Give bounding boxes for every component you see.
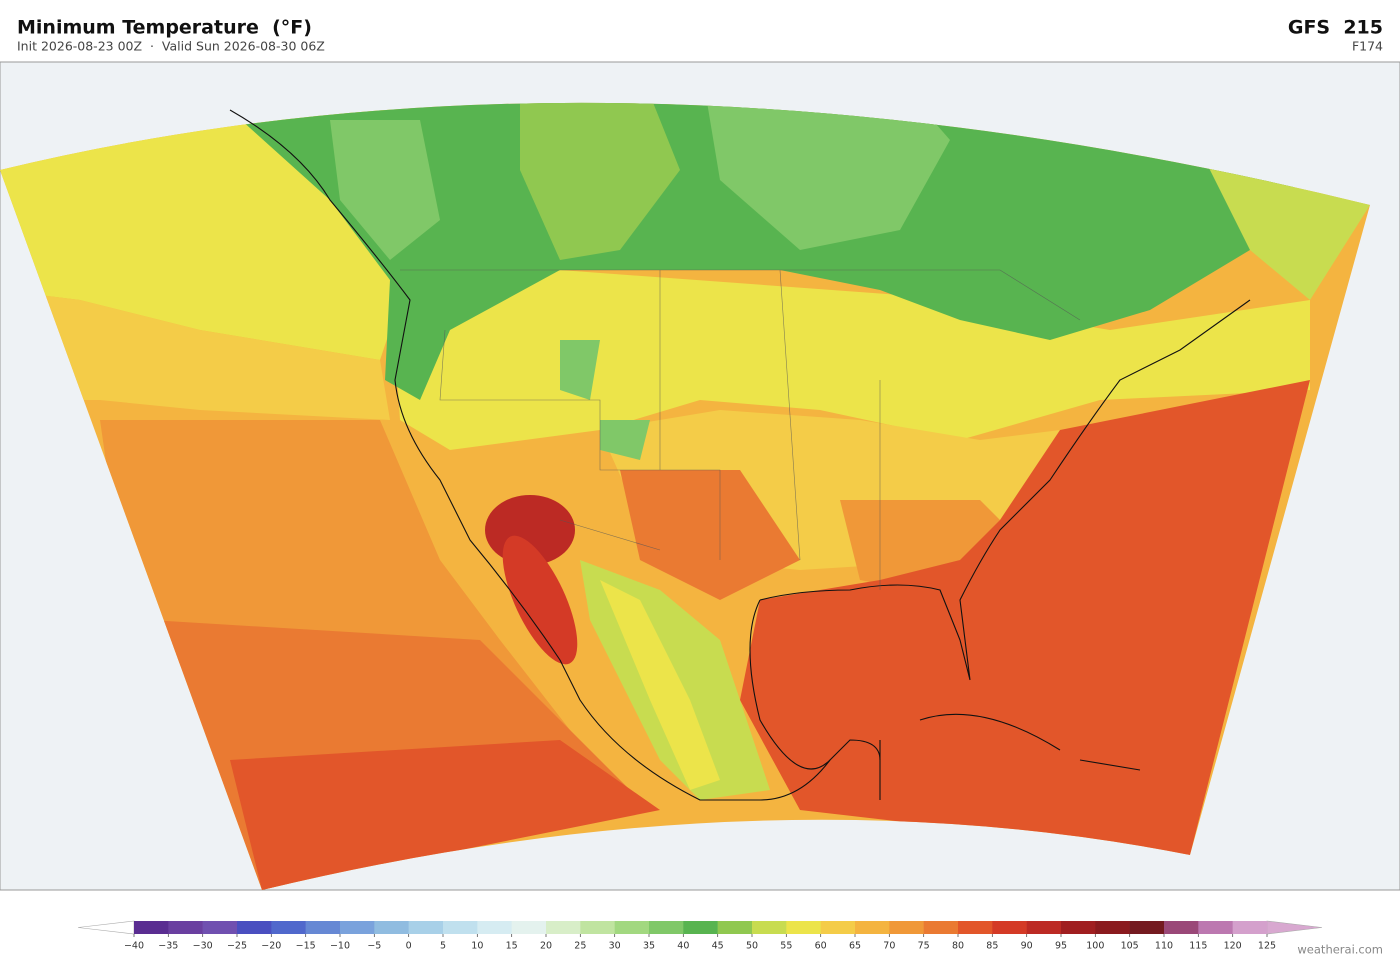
colorbar-tick-label: 75 [918,941,930,952]
colorbar-bin [511,921,547,934]
colorbar-bin [202,921,238,934]
colorbar-tick-label: 35 [643,941,655,952]
colorbar-bin [889,921,924,934]
title: Minimum Temperature (°F) [17,17,312,39]
colorbar-tick-label: 115 [1189,941,1207,952]
colorbar-tick-label: 55 [780,941,792,952]
colorbar-bin [820,921,856,934]
colorbar-tick-label: 60 [815,941,827,952]
colorbar-tick-label: 45 [712,941,724,952]
colorbar-bin [134,921,169,934]
state-borders [400,269,1081,590]
colorbar-bin [443,921,478,934]
colorbar-bin [683,921,718,934]
colorbar-bin [958,921,993,934]
colorbar-bin [752,921,787,934]
colorbar-bin [1198,921,1233,934]
forecast-hour: F174 [1352,39,1383,54]
colorbar-tick-label: 20 [540,941,552,952]
colorbar-tick-label: 120 [1224,941,1242,952]
colorbar-bin [580,921,615,934]
colorbar-tick-label: 50 [746,941,758,952]
colorbar-tick-label: 40 [677,941,689,952]
colorbar-tick-label: 80 [952,941,964,952]
colorbar-tick-label: 105 [1121,941,1139,952]
colorbar-bin [1061,921,1096,934]
colorbar-bin [992,921,1027,934]
colorbar-tick-label: −15 [296,941,316,952]
colorbar-bin [408,921,444,934]
colorbar: −40 −35 −30 −25 −20 −15 −10 −5 0 5 10 15 20 25 30 35 40 4… [77,920,1323,952]
model: GFS 215 [1288,17,1383,39]
colorbar-bin [1164,921,1199,934]
colorbar-bin [1232,921,1268,934]
colorbar-bin [305,921,341,934]
colorbar-tick-label: 15 [506,941,518,952]
colorbar-tick-label: 30 [609,941,621,952]
subtitle: Init 2026-08-23 00Z · Valid Sun 2026-08-… [17,39,325,54]
colorbar-tick-label: −5 [367,941,381,952]
coastline [229,109,881,801]
colorbar-bin [1095,921,1130,934]
colorbar-tick-label: −25 [227,941,247,952]
colorbar-tick-label: −30 [193,941,213,952]
colorbar-bin [717,921,753,934]
colorbar-under [77,920,135,935]
colorbar-tick-label: 65 [849,941,861,952]
colorbar-tick-label: 10 [471,941,483,952]
colorbar-bin [271,921,306,934]
colorbar-tick-label: 90 [1021,941,1033,952]
colorbar-bin [546,921,581,934]
colorbar-tick-label: −10 [330,941,350,952]
colorbar-over [1266,920,1323,935]
colorbar-bin [923,921,959,934]
coastline [759,299,1251,681]
colorbar-tick-label: −35 [158,941,178,952]
colorbar-tick-label: 125 [1258,941,1276,952]
colorbar-bin [477,921,512,934]
colorbar-bin [1026,921,1062,934]
colorbar-tick-label: 25 [574,941,586,952]
colorbar-bin [168,921,203,934]
credit: weatherai.com [1297,943,1383,957]
colorbar-bin [237,921,272,934]
colorbar-tick-label: 5 [440,941,446,952]
colorbar-bin [855,921,890,934]
colorbar-tick-label: 70 [883,941,895,952]
map [0,61,1400,891]
colorbar-tick-label: 110 [1155,941,1173,952]
colorbar-bin [649,921,684,934]
colorbar-bin [786,921,821,934]
colorbar-tick-label: −20 [261,941,281,952]
colorbar-bin [614,921,650,934]
colorbar-tick-label: 85 [986,941,998,952]
colorbar-bin [374,921,409,934]
colorbar-tick-label: 100 [1086,941,1104,952]
colorbar-tick-label: 95 [1055,941,1067,952]
colorbar-bin [1129,921,1165,934]
colorbar-tick-label: −40 [124,941,144,952]
colorbar-bin [340,921,375,934]
colorbar-tick-label: 0 [406,941,412,952]
coastline [749,599,1141,800]
